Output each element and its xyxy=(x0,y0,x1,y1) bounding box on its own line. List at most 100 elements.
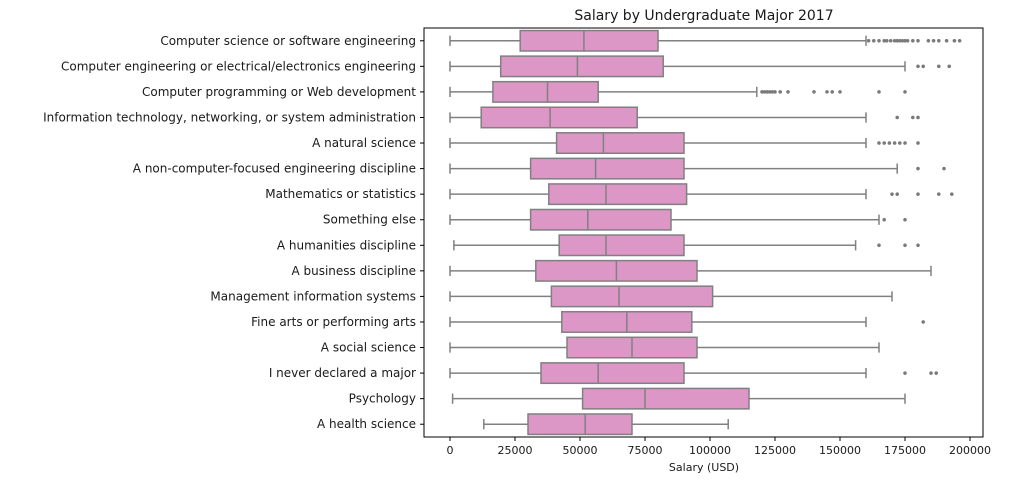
outlier-point xyxy=(903,90,907,94)
outlier-point xyxy=(916,141,920,145)
outlier-point xyxy=(778,90,783,94)
outlier-point xyxy=(916,115,920,120)
iqr-box xyxy=(540,362,685,385)
outlier-point xyxy=(892,141,897,145)
y-tick-label: Computer science or software engineering xyxy=(160,34,416,48)
outlier-point xyxy=(895,115,900,120)
x-tick-label: 175000 xyxy=(884,444,926,457)
x-tick-label: 75000 xyxy=(628,444,663,457)
outlier-point xyxy=(905,38,910,43)
x-axis: 0 25000 50000 75000 100000 125000 150000 175000… xyxy=(447,437,991,457)
outlier-point xyxy=(916,243,920,248)
y-tick-label: A business discipline xyxy=(291,264,416,278)
outlier-point xyxy=(957,38,962,43)
x-axis-label: Salary (USD) xyxy=(669,461,739,474)
iqr-box xyxy=(555,132,685,155)
outlier-point xyxy=(838,90,842,94)
y-tick-label: Mathematics or statistics xyxy=(265,187,416,201)
outlier-point xyxy=(910,38,915,43)
y-tick-label: A humanities discipline xyxy=(277,238,416,252)
iqr-box xyxy=(519,29,659,52)
box-group xyxy=(449,336,880,359)
outlier-point xyxy=(888,38,893,43)
box-group xyxy=(451,387,906,410)
outlier-point xyxy=(877,90,881,94)
iqr-box xyxy=(581,387,750,410)
chart-title: Salary by Undergraduate Major 2017 xyxy=(574,8,833,24)
outlier-point xyxy=(944,38,949,43)
y-tick-label: A health science xyxy=(317,417,416,431)
outlier-point xyxy=(882,217,887,222)
iqr-box xyxy=(492,80,599,103)
outlier-point xyxy=(877,243,881,248)
outlier-point xyxy=(929,371,933,375)
outlier-point xyxy=(884,38,889,43)
box-group xyxy=(449,132,920,155)
box-group xyxy=(449,285,893,308)
plot-frame xyxy=(423,27,984,438)
y-tick-label: I never declared a major xyxy=(269,366,416,380)
outlier-point xyxy=(882,141,887,145)
y-tick-label: Management information systems xyxy=(210,289,416,303)
y-tick-label: Something else xyxy=(323,213,416,227)
y-tick-label: Information technology, networking, or s… xyxy=(43,110,416,124)
y-tick-label: Psychology xyxy=(349,392,416,406)
y-tick-label: Computer engineering or electrical/elect… xyxy=(61,59,416,73)
y-tick-label: Computer programming or Web development xyxy=(142,85,416,99)
outlier-point xyxy=(866,38,871,43)
outlier-point xyxy=(871,38,876,43)
box-group xyxy=(449,310,926,333)
y-axis: Computer science or software engineering… xyxy=(43,34,424,431)
box-group xyxy=(449,183,954,206)
y-tick-label: Fine arts or performing arts xyxy=(251,315,416,329)
outlier-point xyxy=(926,38,931,43)
outlier-point xyxy=(947,64,952,69)
outlier-point xyxy=(952,38,957,43)
outlier-point xyxy=(942,166,946,171)
iqr-box xyxy=(548,183,688,206)
outlier-point xyxy=(921,64,926,69)
box-group xyxy=(449,55,952,78)
box-group xyxy=(449,29,962,52)
outlier-point xyxy=(949,192,954,197)
x-tick-label: 200000 xyxy=(949,444,991,457)
box-group xyxy=(449,362,939,385)
iqr-box xyxy=(529,157,685,180)
outlier-point xyxy=(812,90,816,94)
outlier-point xyxy=(903,243,907,248)
outlier-point xyxy=(877,141,881,145)
outlier-point xyxy=(830,90,835,94)
outlier-point xyxy=(931,38,936,43)
iqr-box xyxy=(527,413,633,436)
outlier-point xyxy=(936,38,941,43)
iqr-box xyxy=(558,234,685,257)
outlier-point xyxy=(890,192,894,197)
outlier-point xyxy=(877,38,881,43)
outlier-point xyxy=(910,115,915,120)
outlier-point xyxy=(773,90,777,94)
outlier-point xyxy=(936,64,941,69)
outlier-point xyxy=(936,192,941,197)
outlier-point xyxy=(934,371,939,375)
iqr-box xyxy=(480,106,638,129)
box-group xyxy=(449,80,907,103)
y-tick-label: A non-computer-focused engineering disci… xyxy=(133,162,416,176)
box-group xyxy=(449,208,907,231)
outlier-point xyxy=(903,141,907,145)
box-group xyxy=(449,157,946,180)
outlier-point xyxy=(916,192,920,197)
x-tick-label: 125000 xyxy=(754,444,796,457)
x-tick-label: 50000 xyxy=(563,444,598,457)
box-group xyxy=(449,259,932,282)
iqr-box xyxy=(499,55,664,78)
iqr-box xyxy=(529,208,672,231)
outlier-point xyxy=(903,217,907,222)
box-group xyxy=(453,234,920,257)
outlier-point xyxy=(895,192,900,197)
x-tick-label: 150000 xyxy=(819,444,861,457)
iqr-box xyxy=(550,285,714,308)
outlier-point xyxy=(825,90,829,94)
outlier-point xyxy=(916,166,920,171)
outlier-point xyxy=(897,141,902,145)
